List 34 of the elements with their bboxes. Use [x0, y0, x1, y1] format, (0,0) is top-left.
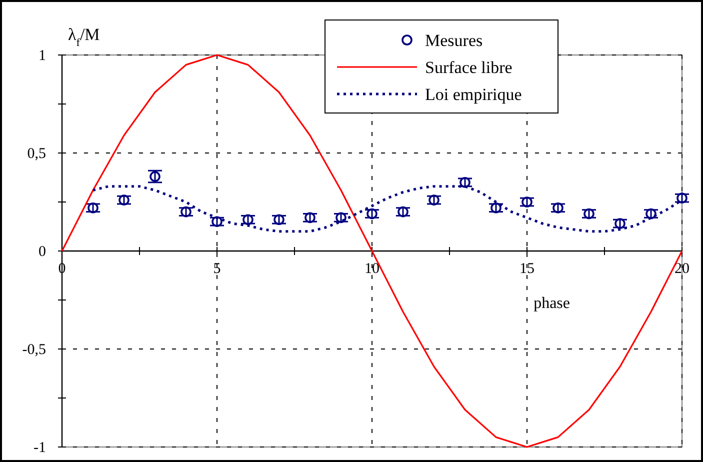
- x-axis-title: phase: [534, 295, 570, 312]
- point: [212, 216, 222, 227]
- point: [242, 214, 254, 226]
- point: [150, 171, 160, 182]
- y-tick-label: 0: [38, 244, 46, 260]
- y-tick-label: -0,5: [22, 342, 46, 358]
- point: [118, 194, 130, 206]
- x-tick-label: 5: [213, 261, 221, 277]
- x-tick-label: 15: [520, 261, 534, 277]
- point: [490, 202, 502, 214]
- point: [428, 194, 440, 206]
- x-tick-label: 20: [674, 261, 690, 277]
- point: [614, 218, 626, 229]
- x-tick-label: 10: [364, 261, 380, 277]
- legend-label: Mesures: [425, 31, 483, 50]
- legend-label: Loi empirique: [425, 85, 522, 104]
- y-tick-label: -1: [34, 440, 46, 456]
- y-axis-title: λ$_{f}$/M: [68, 25, 100, 49]
- point: [336, 212, 346, 224]
- point: [522, 196, 532, 208]
- y-tick-label: 0,5: [27, 146, 46, 162]
- point: [646, 208, 656, 220]
- point: [460, 177, 470, 188]
- point: [552, 202, 564, 214]
- point: [584, 208, 594, 220]
- point: [398, 206, 408, 218]
- point: [88, 202, 98, 214]
- legend-label: Surface libre: [425, 58, 512, 77]
- point: [676, 192, 688, 204]
- point: [366, 208, 378, 220]
- point: [180, 206, 192, 218]
- point: [304, 212, 316, 224]
- y-tick-label: 1: [38, 48, 46, 64]
- point: [274, 214, 284, 226]
